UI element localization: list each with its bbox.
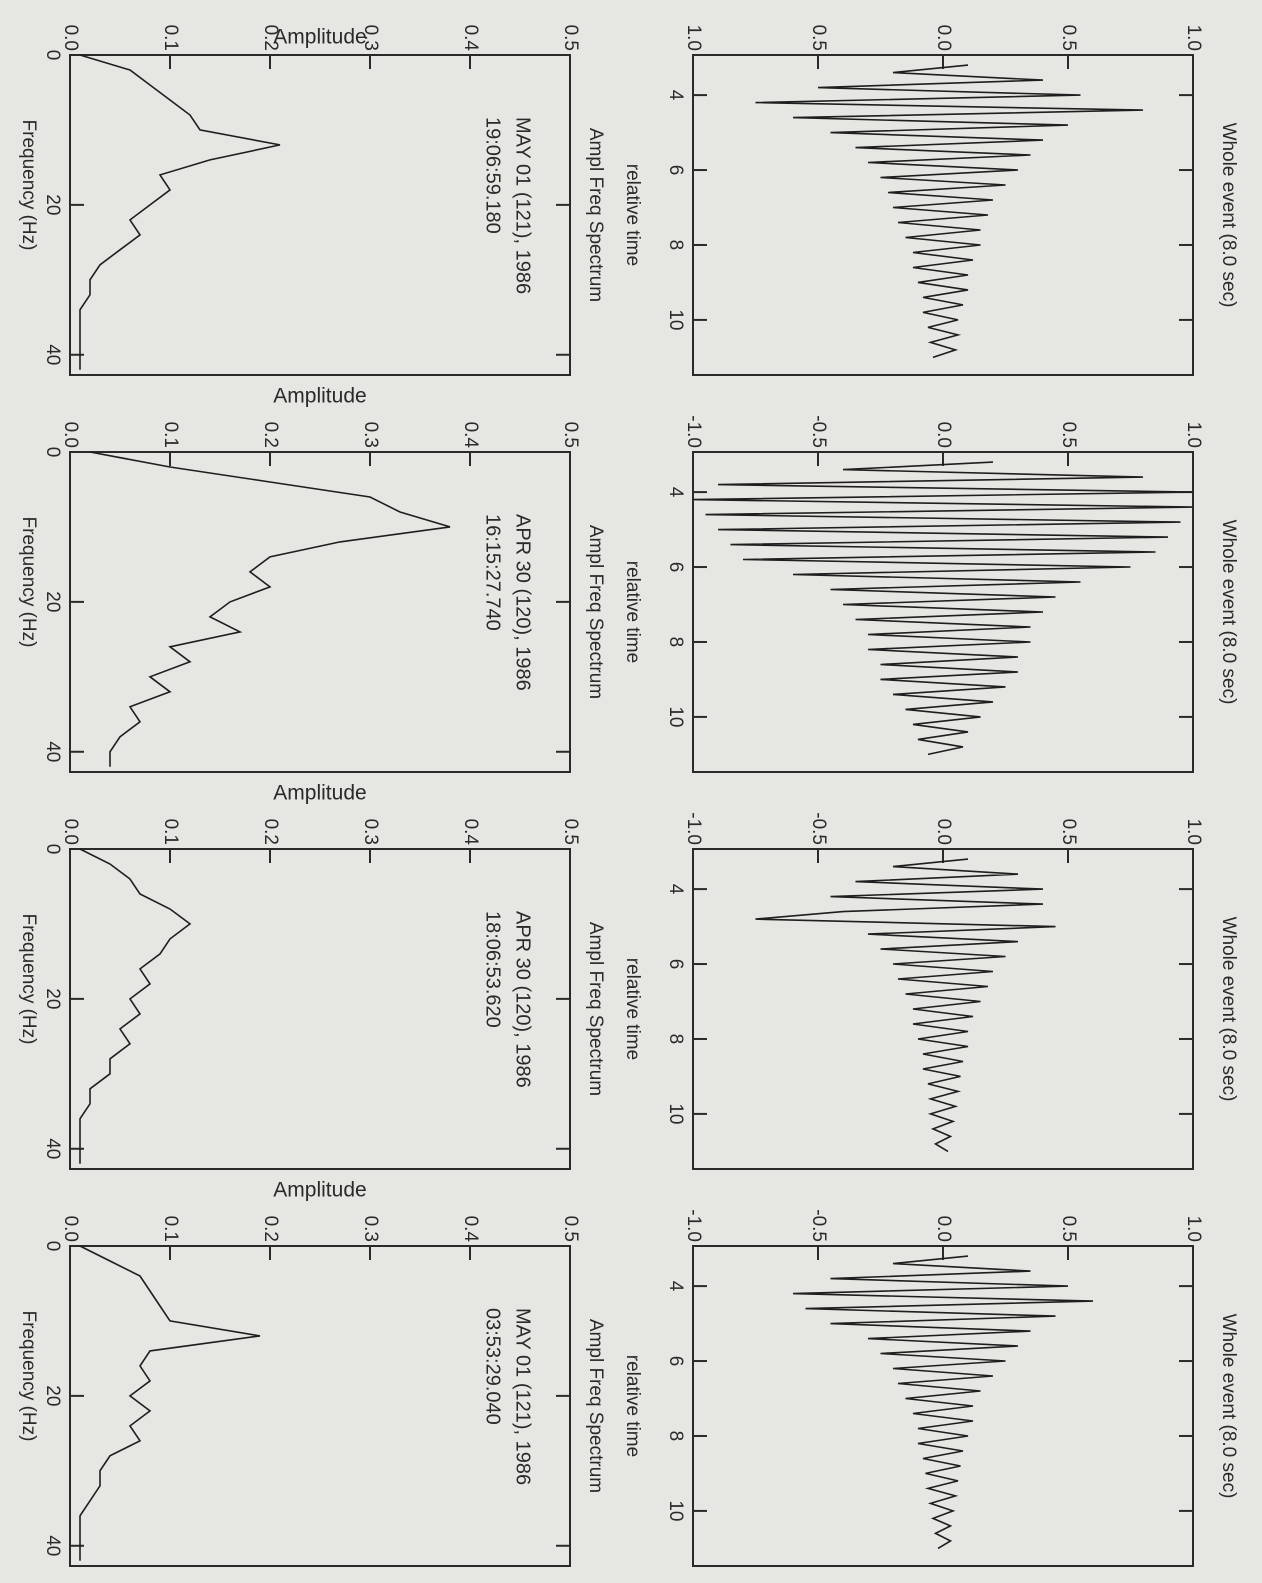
annotation: 16:15:27.740 [482,514,504,631]
chart-title: Ampl Freq Spectrum [585,525,606,699]
y-tick-label: -0.5 [808,1209,829,1242]
x-axis-label: Frequency (Hz) [18,1311,39,1442]
y-tick-label: 0.1 [160,1216,181,1242]
annotation: 03:53:29.040 [482,1308,504,1425]
annotation: MAY 01 (121), 1986 [512,117,534,294]
y-tick-label: 0.3 [360,1216,381,1242]
x-tick-label: 0 [42,50,63,61]
chart-title: Whole event (8.0 sec) [1218,123,1239,308]
y-tick-label: -1.0 [683,812,704,845]
figure: 1.0 0.5 0.0 0.5 1.0 4 6 8 10 Whole event (8.0 sec… [0,0,1262,1583]
x-tick-label: 40 [42,344,63,365]
annotation: MAY 01 (121), 1986 [512,1308,534,1485]
y-tick-label: 1.0 [1183,1216,1204,1242]
x-tick-label: 4 [665,90,686,101]
y-tick-label: 0.2 [260,422,281,448]
y-tick-label: 0.2 [260,819,281,845]
x-axis-label: relative time [622,958,643,1060]
y-tick-label: 0.5 [560,1216,581,1242]
x-tick-label: 20 [42,194,63,215]
x-tick-label: 10 [665,309,686,330]
y-tick-label: 0.5 [560,25,581,51]
y-tick-label: 0.5 [1058,422,1079,448]
chart-title: Whole event (8.0 sec) [1218,520,1239,705]
y-tick-label: 0.0 [933,25,954,51]
y-tick-label: 0.0 [60,25,81,51]
y-tick-label: 0.0 [933,422,954,448]
x-axis-label: relative time [622,1355,643,1457]
x-tick-label: 4 [665,884,686,895]
y-tick-label: 0.5 [560,422,581,448]
y-tick-label: -0.5 [808,812,829,845]
x-tick-label: 0 [42,844,63,855]
x-tick-label: 8 [665,637,686,648]
x-tick-label: 40 [42,1138,63,1159]
y-axis-label: Amplitude [273,1179,366,1202]
x-tick-label: 0 [42,447,63,458]
y-tick-label: 0.5 [1058,819,1079,845]
x-tick-label: 20 [42,988,63,1009]
y-tick-label: 0.0 [933,819,954,845]
x-tick-label: 40 [42,741,63,762]
y-tick-label: 0.1 [160,422,181,448]
x-axis-label: Frequency (Hz) [18,517,39,648]
annotation: 18:06:53.620 [482,911,504,1028]
chart-title: Ampl Freq Spectrum [585,1319,606,1493]
x-tick-label: 6 [665,562,686,573]
y-tick-label: 1.0 [683,25,704,51]
y-tick-label: 0.4 [460,25,481,52]
x-tick-label: 8 [665,1034,686,1045]
x-tick-label: 10 [665,1103,686,1124]
y-tick-label: 0.0 [933,1216,954,1242]
x-tick-label: 6 [665,959,686,970]
y-tick-label: 0.5 [1058,25,1079,51]
chart-title: Whole event (8.0 sec) [1218,917,1239,1102]
y-tick-label: -0.5 [808,415,829,448]
y-tick-label: -1.0 [683,1209,704,1242]
x-tick-label: 8 [665,240,686,251]
y-tick-label: 0.0 [60,1216,81,1242]
x-axis-label: relative time [622,561,643,663]
y-axis-label: Amplitude [273,782,366,805]
y-tick-label: 0.4 [460,1216,481,1243]
x-tick-label: 10 [665,706,686,727]
y-axis-label: Amplitude [273,26,366,49]
x-axis-label: relative time [622,164,643,266]
x-tick-label: 8 [665,1431,686,1442]
y-tick-label: -1.0 [683,415,704,448]
x-tick-label: 10 [665,1500,686,1521]
x-axis-label: Frequency (Hz) [18,120,39,251]
y-tick-label: 1.0 [1183,25,1204,51]
x-tick-label: 4 [665,487,686,498]
x-tick-label: 20 [42,1385,63,1406]
y-tick-label: 0.5 [808,25,829,51]
y-tick-label: 0.3 [360,422,381,448]
annotation: 19:06:59.180 [482,117,504,234]
annotation: APR 30 (120), 1986 [512,911,534,1088]
x-tick-label: 40 [42,1535,63,1556]
chart-title: Ampl Freq Spectrum [585,922,606,1096]
y-tick-label: 0.3 [360,819,381,845]
y-tick-label: 1.0 [1183,819,1204,845]
y-tick-label: 0.5 [560,819,581,845]
y-tick-label: 0.1 [160,819,181,845]
y-tick-label: 1.0 [1183,422,1204,448]
y-tick-label: 0.0 [60,819,81,845]
x-tick-label: 6 [665,1356,686,1367]
y-tick-label: 0.5 [1058,1216,1079,1242]
chart-title: Whole event (8.0 sec) [1218,1314,1239,1499]
y-tick-label: 0.0 [60,422,81,448]
chart-title: Ampl Freq Spectrum [585,128,606,302]
x-tick-label: 6 [665,165,686,176]
x-tick-label: 0 [42,1241,63,1252]
x-tick-label: 20 [42,591,63,612]
x-axis-label: Frequency (Hz) [18,914,39,1045]
y-tick-label: 0.2 [260,1216,281,1242]
y-tick-label: 0.4 [460,422,481,449]
y-tick-label: 0.1 [160,25,181,51]
x-tick-label: 4 [665,1281,686,1292]
y-axis-label: Amplitude [273,385,366,408]
annotation: APR 30 (120), 1986 [512,514,534,691]
y-tick-label: 0.4 [460,819,481,846]
